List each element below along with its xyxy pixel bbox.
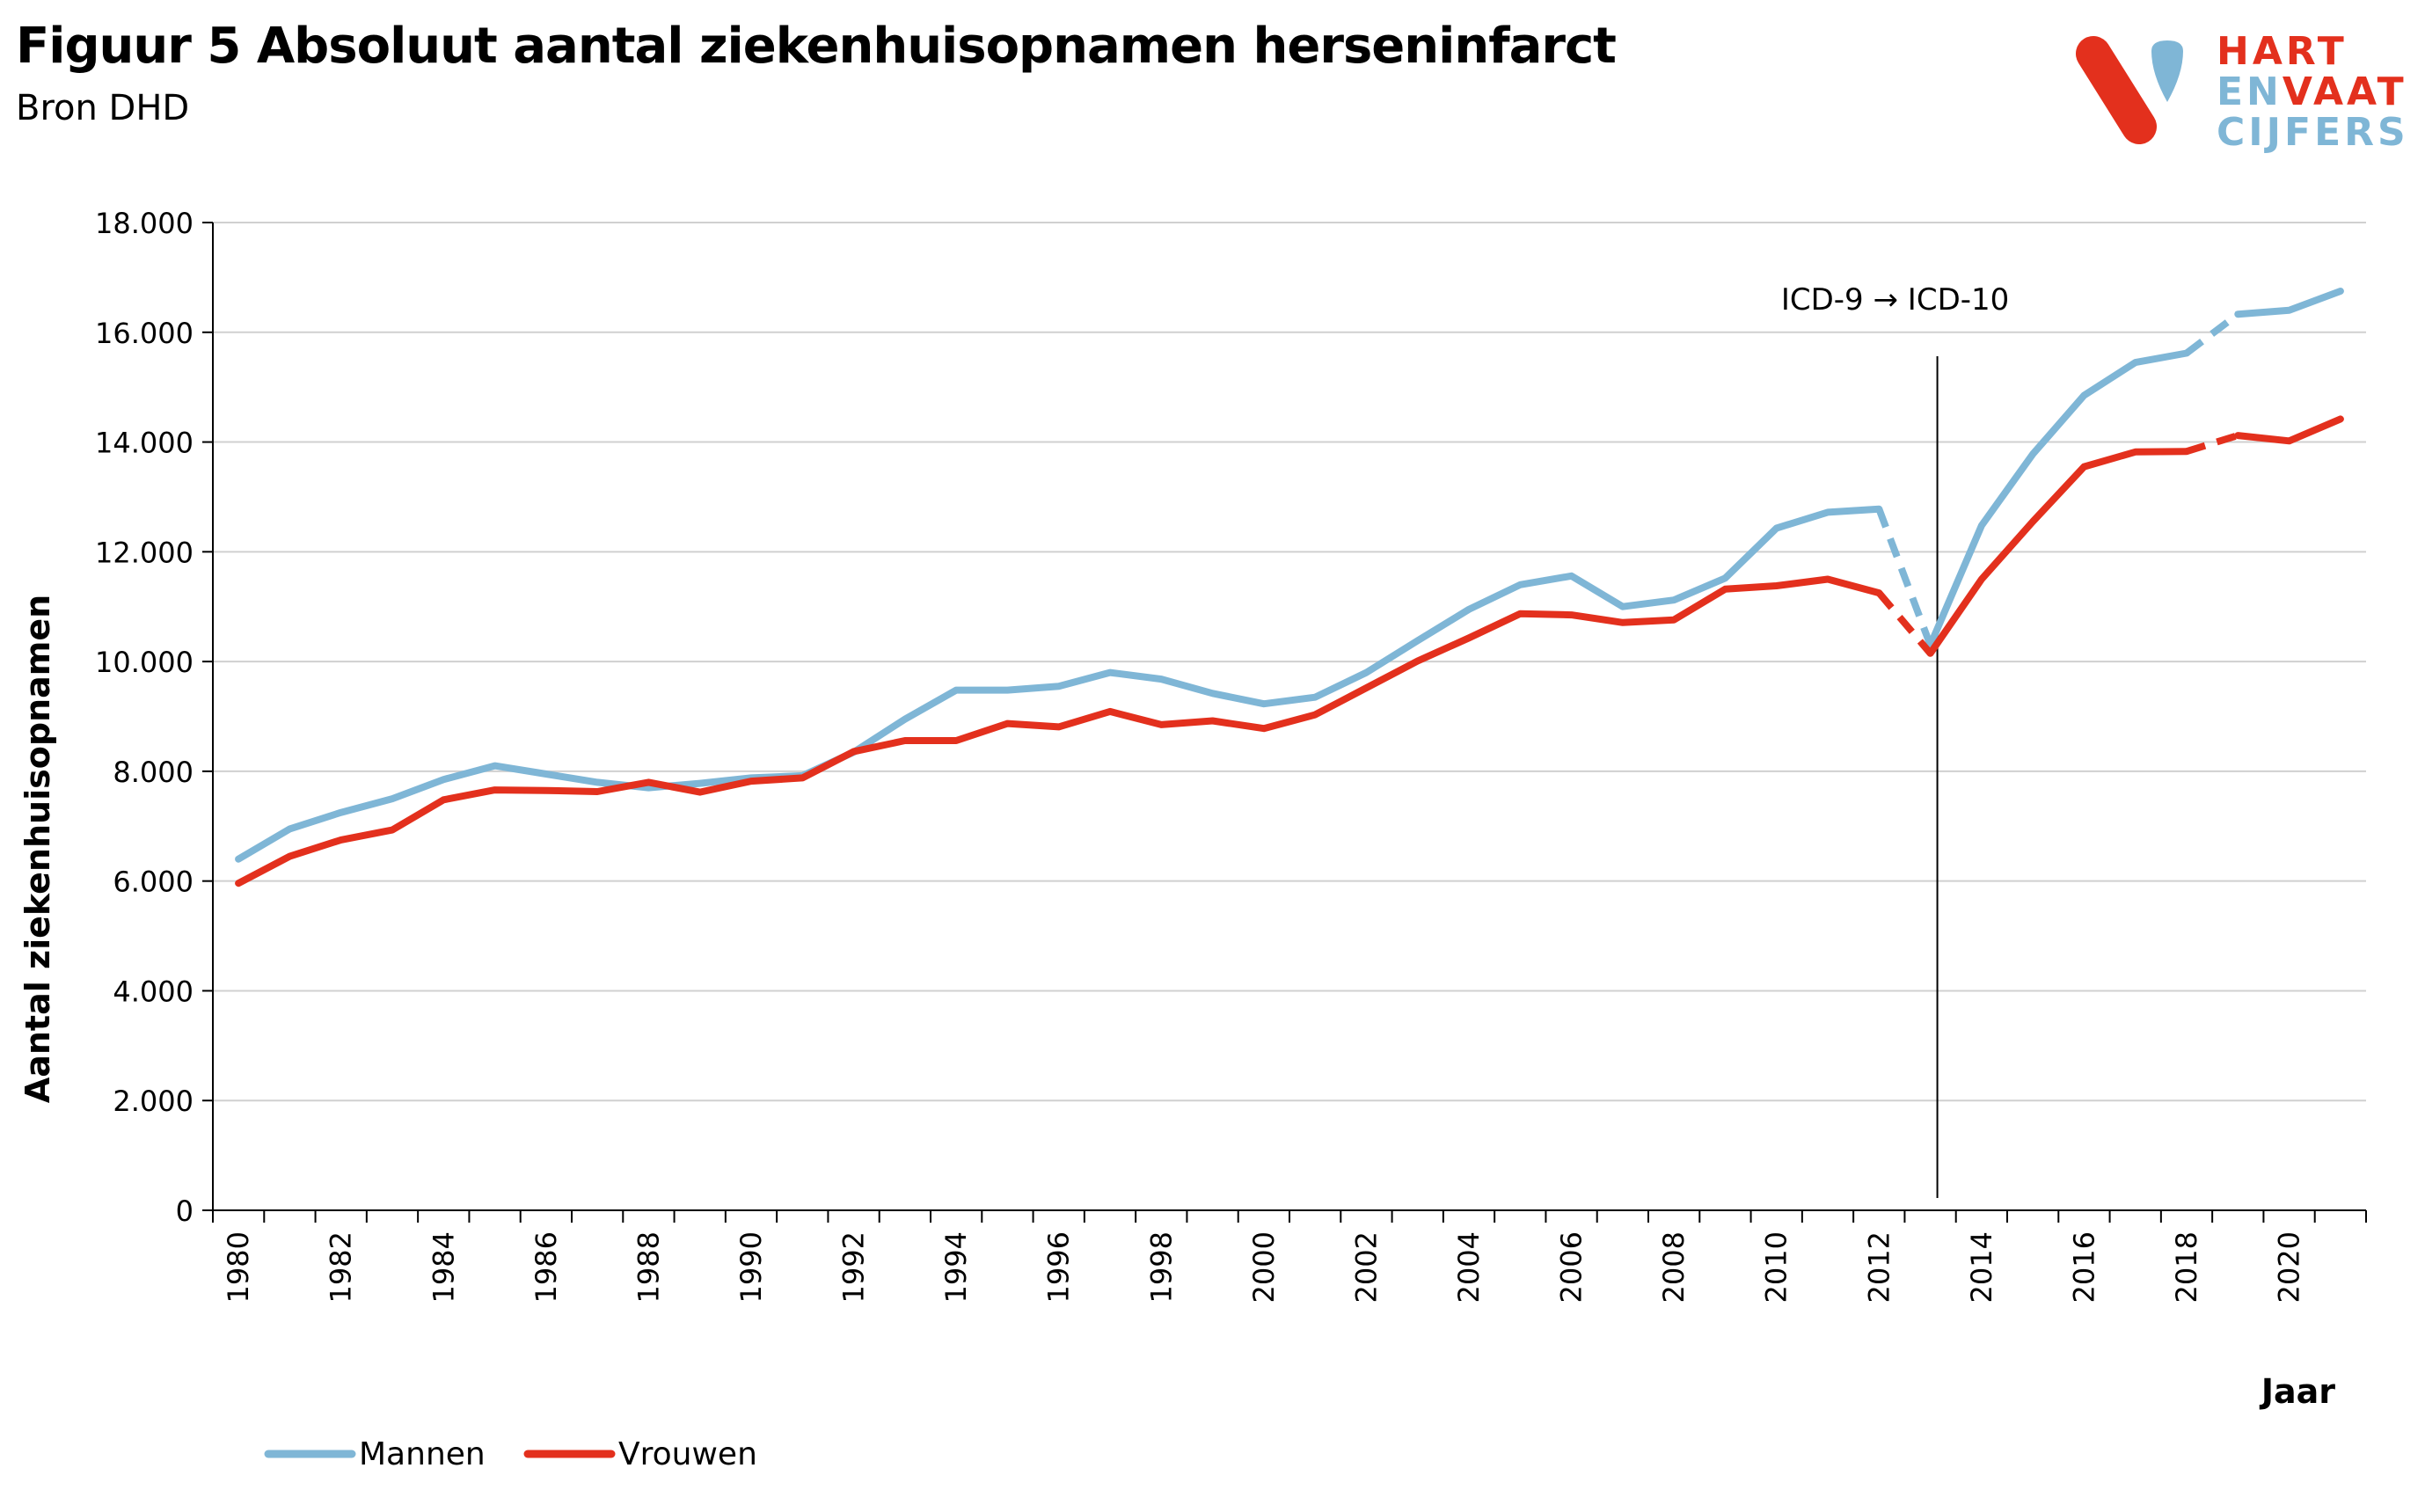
y-tick-label: 0 <box>176 1194 194 1228</box>
annotation-label: ICD-9 → ICD-10 <box>1781 282 2009 318</box>
x-tick-label: 2004 <box>1452 1231 1486 1303</box>
legend-item-vrouwen[interactable]: Vrouwen <box>523 1436 757 1472</box>
x-tick-label: 1998 <box>1144 1231 1178 1303</box>
series-line-mannen <box>235 288 2344 863</box>
y-tick-label: 12.000 <box>95 536 194 569</box>
x-tick-label: 1990 <box>734 1231 768 1303</box>
hartenvaatcijfers-logo: HART ENVAAT CIJFERS <box>2076 32 2419 155</box>
y-axis-label: Aantal ziekenhuisopnamen <box>18 595 57 1103</box>
axes <box>212 223 2366 1211</box>
logo-text: HART ENVAAT CIJFERS <box>2217 32 2409 153</box>
series-line-vrouwen <box>235 415 2344 887</box>
logo-line-vaat: VAAT <box>2282 69 2407 114</box>
series-line-dashed-vrouwen <box>2185 432 2239 455</box>
logo-mark-icon <box>2076 36 2183 144</box>
x-tick-label: 2012 <box>1862 1231 1895 1303</box>
series-line-dashed-mannen <box>2184 311 2240 356</box>
series-line-dashed-mannen <box>1875 508 1934 646</box>
legend-item-mannen[interactable]: Mannen <box>264 1436 486 1472</box>
legend-label: Mannen <box>359 1436 486 1472</box>
x-tick-label: 1986 <box>530 1231 563 1303</box>
x-tick-label: 2010 <box>1760 1231 1793 1303</box>
x-tick-label: 2008 <box>1657 1231 1691 1303</box>
x-tick-label: 1988 <box>632 1231 665 1303</box>
x-tick-label: 1980 <box>222 1231 255 1303</box>
y-tick-label: 8.000 <box>113 756 194 789</box>
y-axis-ticks: 0 2.000 4.000 6.000 8.000 10.000 12.000 14.000 1… <box>95 207 213 1228</box>
x-tick-label: 2006 <box>1555 1231 1589 1303</box>
legend-label: Vrouwen <box>618 1436 757 1472</box>
y-tick-label: 6.000 <box>113 866 194 899</box>
y-tick-label: 16.000 <box>95 317 194 350</box>
x-tick-label: 1994 <box>939 1231 973 1303</box>
x-tick-label: 2018 <box>2170 1231 2203 1303</box>
y-tick-label: 10.000 <box>95 646 194 679</box>
logo-line-en: EN <box>2217 69 2283 114</box>
y-tick-label: 14.000 <box>95 427 194 460</box>
x-tick-label: 2000 <box>1247 1231 1281 1303</box>
series-lines <box>235 288 2344 887</box>
logo-line-hart: HART <box>2217 29 2348 74</box>
x-tick-label: 2002 <box>1349 1231 1383 1303</box>
legend[interactable]: Mannen Vrouwen <box>264 1436 757 1472</box>
x-axis-label: Jaar <box>2259 1372 2335 1411</box>
x-tick-label: 1992 <box>837 1231 871 1303</box>
x-tick-label: 2016 <box>2067 1231 2100 1303</box>
x-tick-label: 2020 <box>2273 1231 2306 1303</box>
x-tick-label: 1996 <box>1042 1231 1076 1303</box>
series-line-dashed-vrouwen <box>1876 590 1933 656</box>
x-axis-ticks: 1980 1982 1984 1986 1988 1990 1992 1994 1996 1998… <box>212 1210 2367 1303</box>
x-tick-label: 1982 <box>325 1231 358 1303</box>
y-tick-label: 2.000 <box>113 1085 194 1118</box>
y-tick-label: 18.000 <box>95 207 194 240</box>
y-tick-label: 4.000 <box>113 975 194 1008</box>
page-subtitle: Bron DHD <box>16 88 190 128</box>
x-tick-label: 1984 <box>427 1231 460 1303</box>
grid <box>213 222 2366 1102</box>
x-tick-label: 2014 <box>1965 1231 1998 1303</box>
logo-line-cijfers: CIJFERS <box>2217 110 2409 155</box>
annotation: ICD-9 → ICD-10 <box>1781 282 2009 1198</box>
page-title: Figuur 5 Absoluut aantal ziekenhuisopnam… <box>16 18 1617 75</box>
